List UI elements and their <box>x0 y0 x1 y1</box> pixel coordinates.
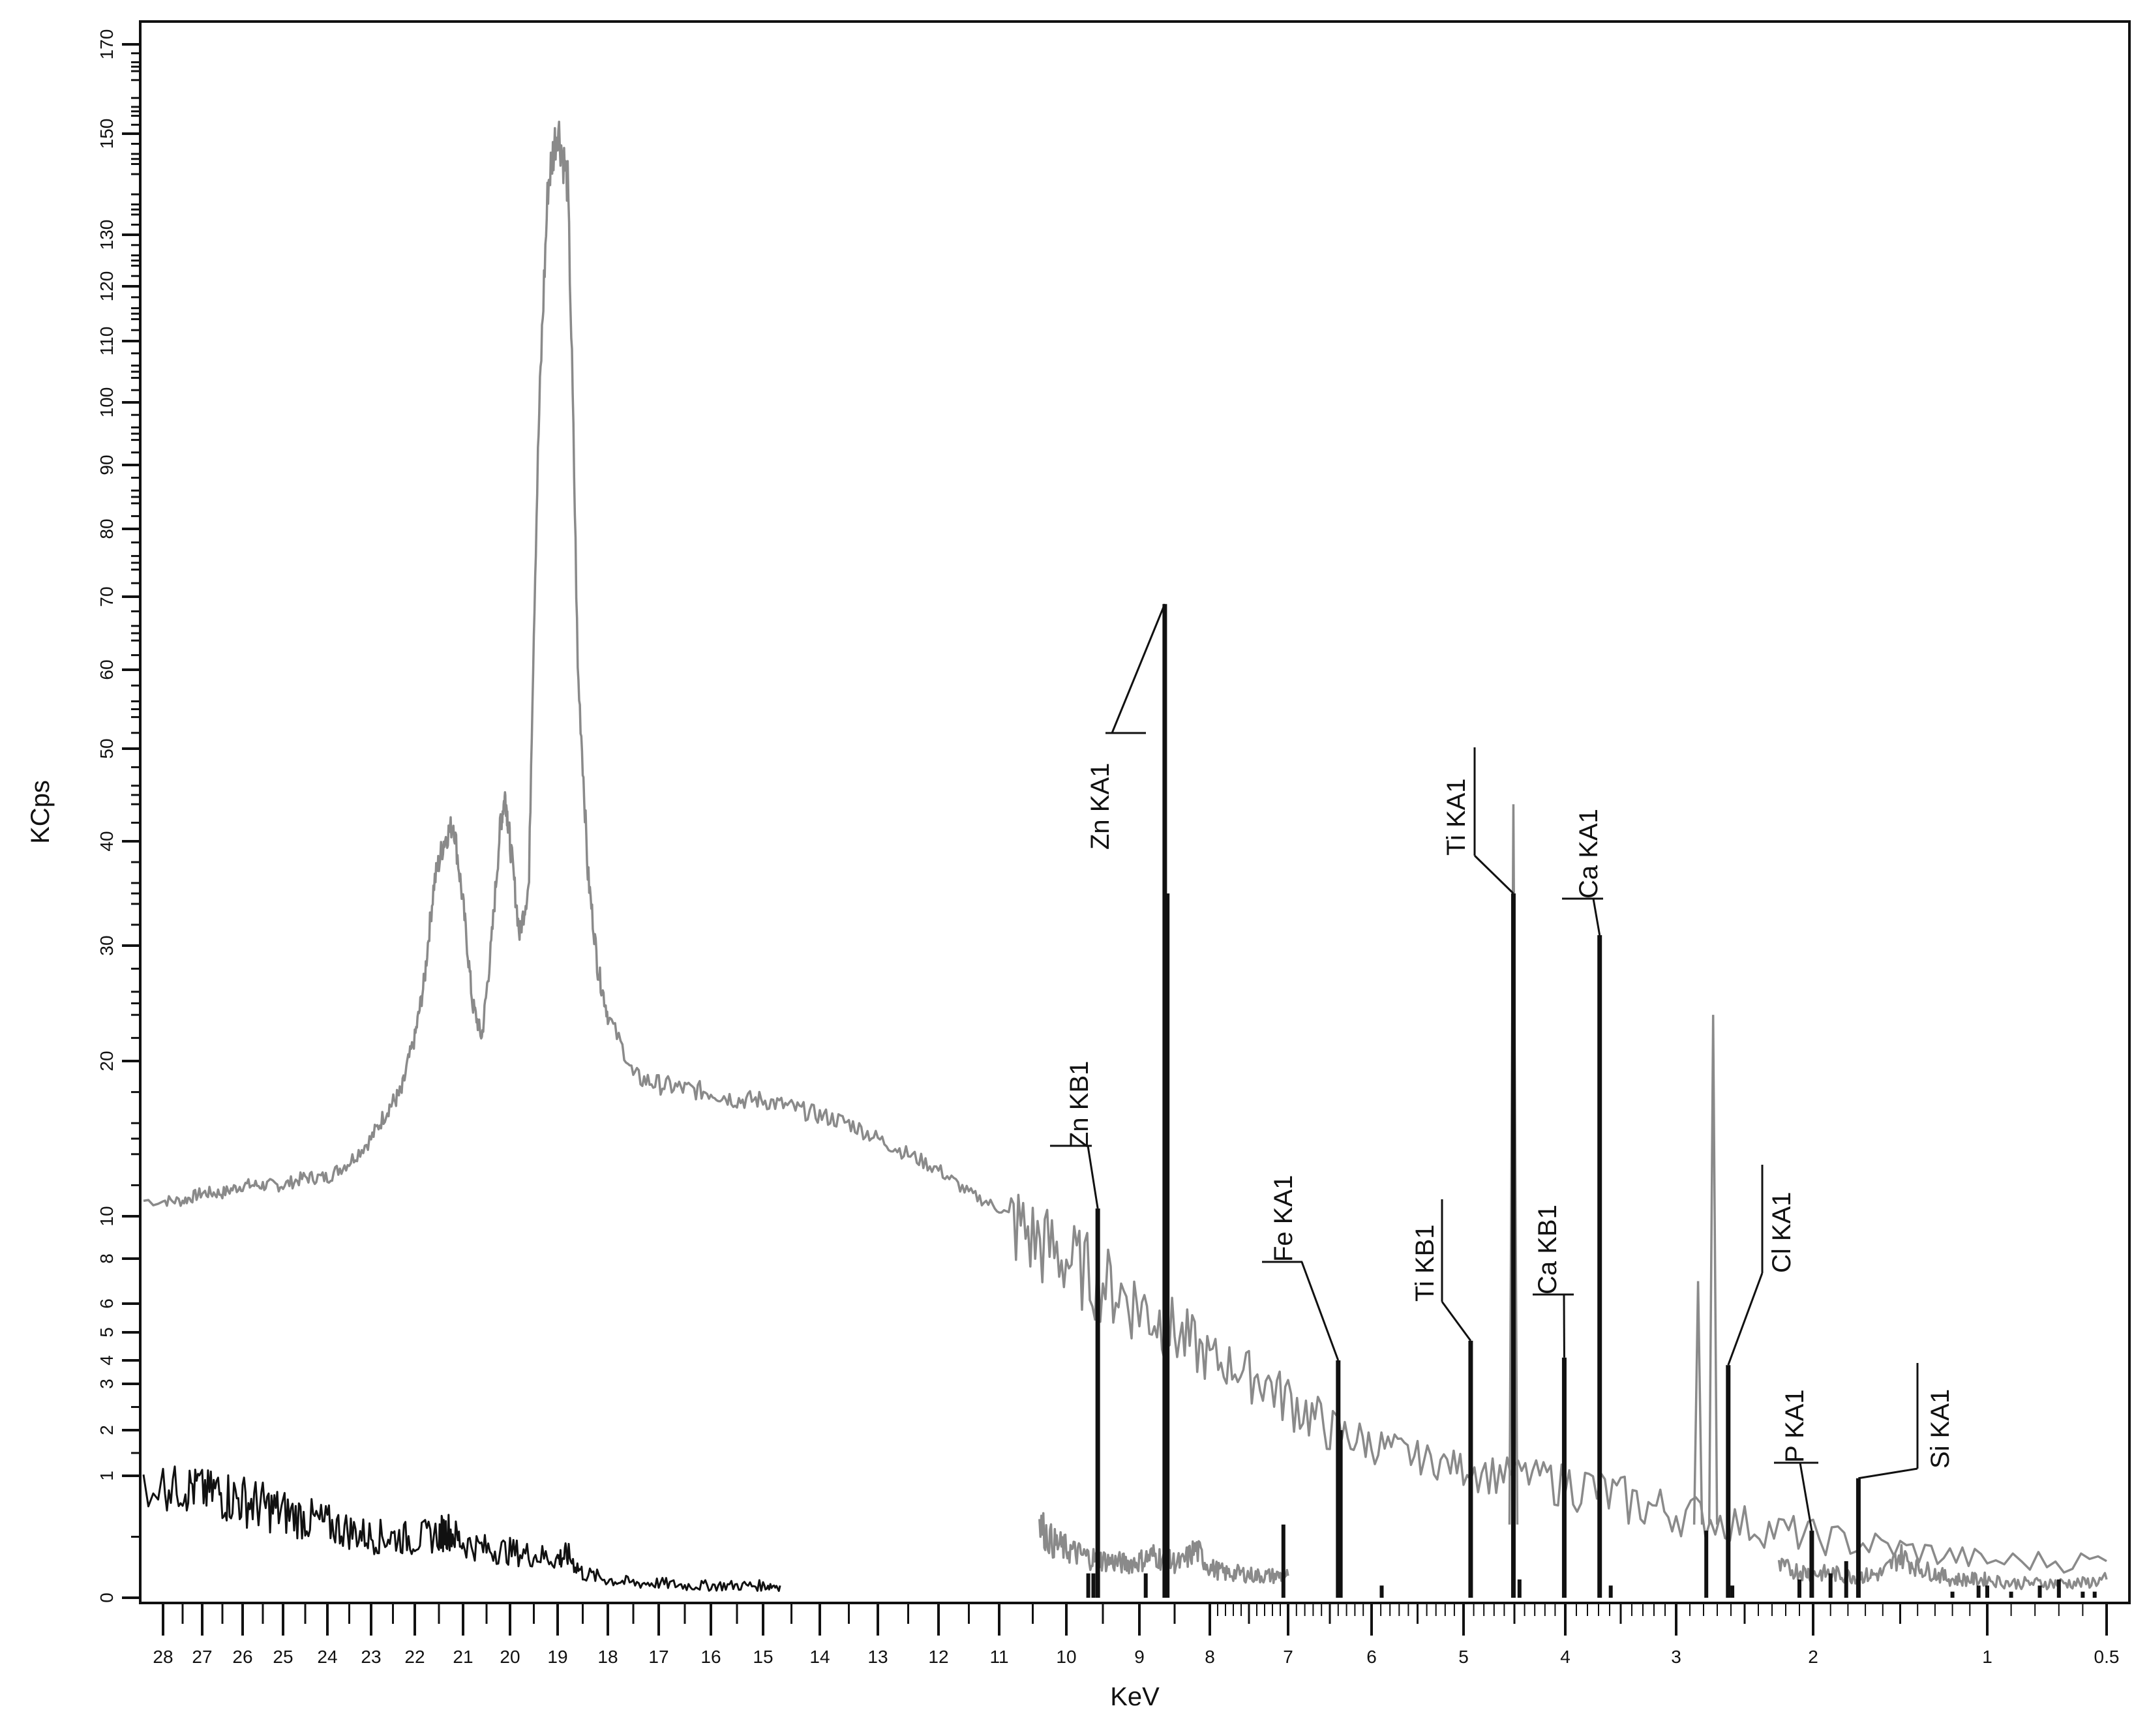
series-layer <box>142 121 2108 1593</box>
x-tick-label: 24 <box>317 1647 337 1667</box>
x-tick-label: 26 <box>232 1647 252 1667</box>
y-tick-label: 70 <box>97 586 117 606</box>
x-tick-label: 11 <box>989 1647 1008 1667</box>
plot-frame <box>139 20 2131 1604</box>
y-tick-label: 8 <box>97 1253 117 1264</box>
spectrum-series-black <box>142 1465 781 1593</box>
label-leader <box>1473 854 1514 895</box>
label-leader <box>1799 1462 1813 1531</box>
spectrum-series-grey <box>1777 1544 2108 1591</box>
y-tick-label: 90 <box>97 455 117 475</box>
x-tick-label: 9 <box>1134 1647 1145 1667</box>
x-tick-label: 12 <box>928 1647 948 1667</box>
label-leader <box>1858 1467 1918 1480</box>
spectrum-peak <box>1692 1281 1704 1525</box>
x-tick-label: 16 <box>700 1647 721 1667</box>
y-tick-label: 1 <box>97 1471 117 1481</box>
y-tick-label: 150 <box>97 119 117 149</box>
y-axis: 0 1 2 3 4 5 6 8 10 20 30 40 50 60 70 80 90 100 110 120 130 15… <box>97 29 140 1603</box>
x-tick-label: 25 <box>273 1647 293 1667</box>
label-leader <box>1300 1261 1340 1361</box>
x-tick-label: 19 <box>547 1647 567 1667</box>
y-tick-label: 40 <box>97 831 117 851</box>
label-leader <box>1592 898 1601 936</box>
peak-label: Zn KB1 <box>1065 1061 1094 1148</box>
x-tick-label: 28 <box>153 1647 173 1667</box>
spectrum-peak <box>1508 804 1519 1525</box>
y-axis-title: KCps <box>26 780 55 844</box>
x-axis-title: KeV <box>1110 1683 1160 1711</box>
label-leader <box>1727 1272 1764 1366</box>
peak-label: Zn KA1 <box>1086 763 1115 850</box>
x-axis: 28 27 26 25 24 23 22 21 20 19 18 17 16 15 14 13 12 11 10 9 8… <box>153 1603 2119 1667</box>
x-tick-label: 1 <box>1982 1647 1992 1667</box>
y-tick-label: 6 <box>97 1298 117 1309</box>
x-tick-label: 0.5 <box>2094 1647 2120 1667</box>
x-tick-label: 13 <box>867 1647 888 1667</box>
y-tick-label: 4 <box>97 1355 117 1366</box>
peak-label: Fe KA1 <box>1269 1175 1298 1262</box>
y-tick-label: 120 <box>97 271 117 302</box>
label-leader <box>1111 603 1166 734</box>
peak-label: Ti KA1 <box>1442 778 1471 856</box>
y-tick-label: 170 <box>97 29 117 60</box>
x-tick-label: 18 <box>597 1647 618 1667</box>
y-tick-label: 110 <box>97 327 117 356</box>
y-tick-label: 10 <box>97 1206 117 1226</box>
y-tick-label: 0 <box>97 1593 117 1603</box>
x-tick-label: 6 <box>1366 1647 1377 1667</box>
y-tick-label: 130 <box>97 220 117 250</box>
spectrum-series-grey <box>143 121 2107 1574</box>
spectrum-peak <box>1707 1015 1719 1525</box>
x-tick-label: 8 <box>1205 1647 1215 1667</box>
x-tick-label: 20 <box>500 1647 520 1667</box>
x-tick-label: 3 <box>1671 1647 1681 1667</box>
x-tick-label: 2 <box>1808 1647 1818 1667</box>
y-tick-label: 100 <box>97 387 117 418</box>
label-leader <box>1441 1301 1472 1341</box>
peak-label: Cl KA1 <box>1767 1192 1796 1274</box>
peak-label: P KA1 <box>1781 1389 1809 1463</box>
peak-labels: Zn KA1 Zn KB1 Fe KA1 Ti KB1 Ti KA1 Ca KB1 Ca K… <box>1050 603 1955 1531</box>
x-tick-label: 14 <box>809 1647 830 1667</box>
y-tick-label: 20 <box>97 1051 117 1071</box>
y-tick-label: 60 <box>97 659 117 680</box>
x-tick-label: 23 <box>361 1647 381 1667</box>
x-tick-label: 17 <box>648 1647 669 1667</box>
label-leader <box>1087 1145 1099 1209</box>
x-tick-label: 22 <box>404 1647 425 1667</box>
x-tick-label: 15 <box>753 1647 773 1667</box>
y-tick-label: 2 <box>97 1425 117 1435</box>
y-tick-label: 50 <box>97 738 117 758</box>
x-tick-label: 5 <box>1458 1647 1469 1667</box>
y-tick-label: 30 <box>97 935 117 955</box>
peak-label: Ca KB1 <box>1533 1205 1562 1295</box>
peak-label: Si KA1 <box>1926 1389 1955 1469</box>
peak-label: Ti KB1 <box>1411 1224 1439 1302</box>
x-tick-label: 21 <box>453 1647 473 1667</box>
y-tick-label: 3 <box>97 1379 117 1389</box>
x-tick-label: 7 <box>1283 1647 1293 1667</box>
x-tick-label: 27 <box>192 1647 212 1667</box>
spectrum-series-grey <box>1038 1512 1289 1585</box>
y-tick-label: 5 <box>97 1327 117 1338</box>
x-tick-label: 4 <box>1560 1647 1570 1667</box>
stick-lines <box>1086 604 2097 1598</box>
x-tick-label: 10 <box>1056 1647 1076 1667</box>
peak-label: Ca KA1 <box>1574 809 1603 899</box>
y-tick-label: 80 <box>97 518 117 539</box>
